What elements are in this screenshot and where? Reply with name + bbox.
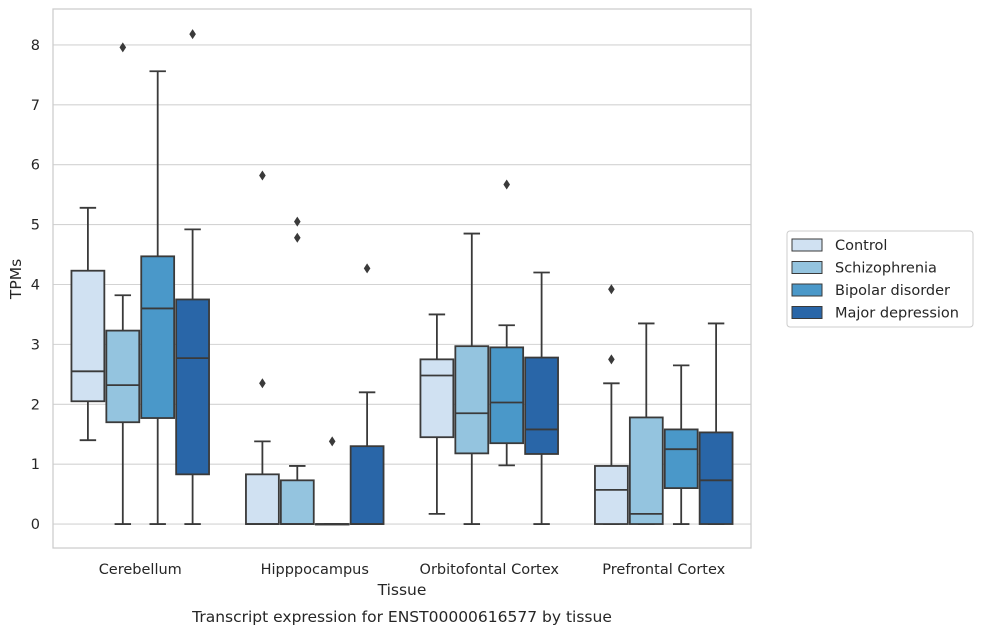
box-iqr <box>454 345 490 455</box>
legend-swatch <box>791 283 823 297</box>
box-iqr <box>524 356 559 455</box>
x-tick-label: Prefrontal Cortex <box>602 562 725 578</box>
outlier-point <box>363 263 371 274</box>
outlier-point <box>503 179 510 190</box>
plot-frame <box>52 8 752 549</box>
outlier-point <box>259 378 266 389</box>
box-iqr <box>105 329 141 424</box>
box-group <box>314 436 350 526</box>
box-iqr <box>419 358 455 439</box>
box-group <box>594 284 629 525</box>
outlier-point <box>608 284 615 295</box>
box-iqr <box>175 298 210 476</box>
box-group <box>140 70 176 525</box>
box-group <box>419 313 455 515</box>
box-iqr <box>698 431 734 525</box>
x-tick-labels: Cerebellum Hipppocampus Orbitofontal Corte… <box>99 562 726 578</box>
box-group <box>489 179 525 467</box>
outlier-point <box>294 216 301 227</box>
legend-swatch <box>791 306 823 319</box>
legend-swatch <box>791 261 823 274</box>
y-tick-label: 8 <box>31 38 40 54</box>
legend-swatch <box>791 238 823 252</box>
y-tick-label: 5 <box>31 218 40 234</box>
box-group <box>105 42 141 525</box>
legend-label: Control <box>835 238 887 254</box>
x-axis-title: Tissue <box>377 581 427 599</box>
y-tick-label: 1 <box>31 457 40 473</box>
y-axis-title: TPMs <box>7 259 25 300</box>
box-group <box>245 170 280 525</box>
box-iqr <box>245 473 280 525</box>
outlier-point <box>259 170 266 181</box>
legend-frame <box>786 230 974 328</box>
legend-label: Schizophrenia <box>835 261 937 277</box>
box-group <box>524 271 559 525</box>
x-tick-label: Hipppocampus <box>261 562 369 578</box>
y-tick-label: 7 <box>31 98 40 114</box>
outlier-point <box>294 232 301 243</box>
outlier-point <box>608 354 615 365</box>
box-iqr <box>489 346 525 445</box>
legend: Control Schizophrenia Bipolar disorder Majo… <box>786 230 974 328</box>
y-tick-label: 3 <box>31 337 40 353</box>
x-tick-label: Cerebellum <box>99 562 182 578</box>
box-group <box>698 322 734 525</box>
chart-caption: Transcript expression for ENST0000061657… <box>191 608 612 626</box>
y-tick-label: 4 <box>31 277 40 293</box>
box-iqr <box>279 479 315 525</box>
outlier-point <box>189 29 196 40</box>
box-iqr <box>140 255 176 419</box>
box-group <box>349 263 385 525</box>
outlier-point <box>119 42 127 53</box>
outlier-point <box>328 436 336 447</box>
y-tick-label: 6 <box>31 158 40 174</box>
box-iqr <box>594 465 629 525</box>
box-iqr <box>349 445 385 525</box>
box-iqr <box>663 428 699 490</box>
legend-items: Control Schizophrenia Bipolar disorder Majo… <box>791 238 959 322</box>
legend-label: Major depression <box>835 306 959 322</box>
y-tick-label: 2 <box>31 397 40 413</box>
box-group <box>175 29 210 525</box>
box-iqr <box>628 416 664 525</box>
y-tick-labels: 0 1 2 3 4 5 6 7 8 <box>31 38 40 533</box>
box-layer <box>70 29 734 526</box>
box-group <box>279 216 315 525</box>
x-tick-label: Orbitofontal Cortex <box>420 562 560 578</box>
box-group <box>70 206 106 442</box>
box-group <box>454 232 490 525</box>
legend-label: Bipolar disorder <box>835 283 950 299</box>
box-group <box>663 364 699 525</box>
box-iqr <box>70 269 106 403</box>
y-tick-label: 0 <box>31 517 40 533</box>
box-group <box>628 322 664 525</box>
